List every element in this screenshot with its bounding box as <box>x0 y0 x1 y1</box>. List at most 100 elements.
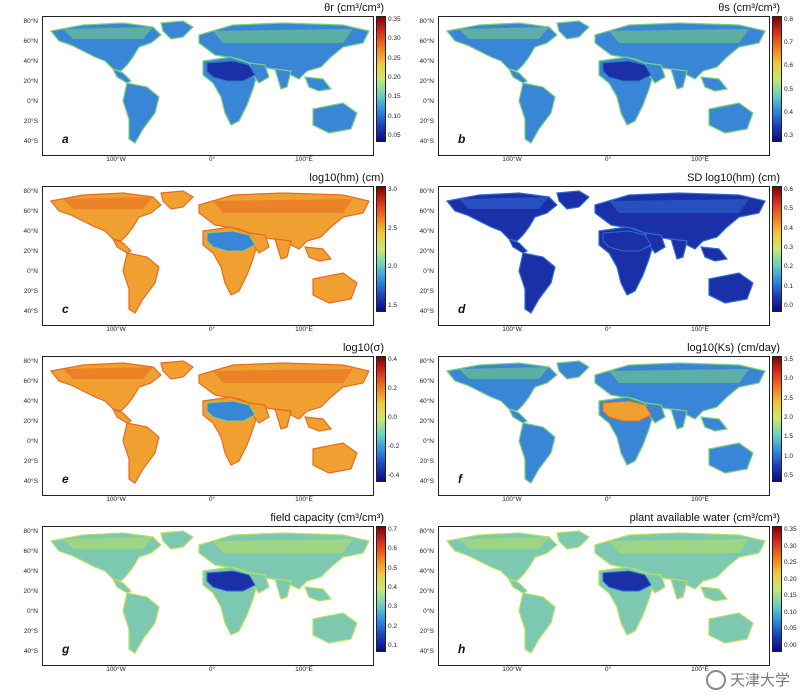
landmass-greenland <box>160 530 194 550</box>
longitude-label: 0° <box>208 326 216 333</box>
latitude-label: 40°S <box>419 478 434 485</box>
landmass-southAmerica <box>122 252 160 314</box>
landmass-india <box>670 238 688 260</box>
world-map <box>49 530 370 654</box>
map-frame <box>438 186 770 326</box>
colorbar-tick-label: 0.1 <box>388 642 398 649</box>
colorbar-tick-label: 0.8 <box>784 16 794 23</box>
panel-letter: f <box>458 472 462 486</box>
landmass-australia <box>708 102 754 134</box>
colorbar-tick-label: 0.5 <box>388 564 398 572</box>
landmass-india <box>670 408 688 430</box>
latitude-label: 20°S <box>419 118 434 125</box>
colorbar <box>376 16 386 142</box>
latitude-label: 20°S <box>23 118 38 125</box>
sahara-region <box>602 60 652 82</box>
landmass-seAsia <box>700 246 729 262</box>
landmass-greenland <box>556 20 590 40</box>
map-panel-g: field capacity (cm³/cm³) 80°N 60°N 40°N 20°N… <box>8 512 400 682</box>
landmass-greenland <box>160 20 194 40</box>
colorbar-tick-label: 0.7 <box>388 526 398 533</box>
latitude-label: 40°S <box>23 308 38 315</box>
landmass-southAmerica <box>518 252 556 314</box>
landmass-australia <box>312 442 358 474</box>
latitude-label: 60°N <box>23 38 38 45</box>
latitude-label: 20°S <box>419 628 434 635</box>
latitude-label: 0°N <box>27 608 38 615</box>
colorbar-tick-label: 0.3 <box>784 132 794 139</box>
colorbar-tick-label: 0.05 <box>784 625 797 633</box>
colorbar-tick-label: 0.0 <box>784 302 794 309</box>
colorbar-tick-label: 0.5 <box>784 85 794 93</box>
colorbar-tick-label: 0.15 <box>388 93 401 101</box>
map-panel-h: plant available water (cm³/cm³) 80°N 60°N 4… <box>404 512 796 682</box>
colorbar-tick-label: 0.35 <box>388 16 401 23</box>
colorbar <box>376 356 386 482</box>
latitude-label: 40°N <box>23 398 38 405</box>
landmass-australia <box>312 272 358 304</box>
colorbar-tick-label: 0.6 <box>388 545 398 553</box>
latitude-label: 40°S <box>419 138 434 145</box>
latitude-label: 40°S <box>419 308 434 315</box>
colorbar-tick-label: 0.5 <box>784 205 794 213</box>
panel-title: log10(σ) <box>342 342 384 354</box>
panel-title: θr (cm³/cm³) <box>324 2 384 14</box>
landmass-centralAmerica <box>507 577 529 594</box>
latitude-label: 80°N <box>23 358 38 365</box>
latitude-label: 20°S <box>23 628 38 635</box>
landmass-greenland <box>160 360 194 380</box>
latitude-label: 0°N <box>423 98 434 105</box>
latitude-label: 80°N <box>419 528 434 535</box>
latitude-label: 40°N <box>419 228 434 235</box>
landmass-seAsia <box>304 586 333 602</box>
colorbar-tick-label: 0.30 <box>388 35 401 43</box>
colorbar-tick-label: 2.0 <box>388 263 398 271</box>
latitude-label: 20°N <box>419 78 434 85</box>
colorbar-tick-label: 0.1 <box>784 282 794 290</box>
world-map <box>445 20 766 144</box>
landmass-seAsia <box>700 416 729 432</box>
landmass-southAmerica <box>122 82 160 144</box>
colorbar-tick-label: 0.20 <box>388 74 401 81</box>
panel-letter: h <box>458 642 466 656</box>
latitude-label: 0°N <box>423 608 434 615</box>
latitude-label: 40°S <box>23 648 38 655</box>
colorbar-tick-label: 2.5 <box>388 224 398 232</box>
latitude-label: 80°N <box>23 528 38 535</box>
longitude-label: 0° <box>208 666 216 673</box>
world-map <box>49 360 370 484</box>
colorbar-tick-label: 0.4 <box>784 108 794 116</box>
latitude-label: 80°N <box>23 18 38 25</box>
colorbar-tick-label: 1.5 <box>388 302 398 309</box>
landmass-india <box>274 408 292 430</box>
longitude-label: 100°W <box>502 326 522 333</box>
latitude-label: 20°N <box>419 588 434 595</box>
colorbar-tick-label: 0.5 <box>784 472 794 479</box>
landmass-centralAmerica <box>507 237 529 254</box>
latitude-label: 20°S <box>23 288 38 295</box>
map-panel-a: θr (cm³/cm³) 80°N 60°N 40°N 20°N 0°N 20°S 40°S 1… <box>8 2 400 172</box>
colorbar-tick-label: 0.00 <box>784 642 797 649</box>
latitude-label: 0°N <box>27 98 38 105</box>
longitude-label: 0° <box>604 156 612 163</box>
latitude-label: 20°S <box>419 458 434 465</box>
high-latitude-band <box>63 537 353 553</box>
latitude-label: 60°N <box>419 38 434 45</box>
landmass-greenland <box>556 190 590 210</box>
colorbar-tick-label: 1.5 <box>784 433 794 441</box>
landmass-greenland <box>556 530 590 550</box>
high-latitude-band <box>459 367 749 383</box>
high-latitude-band <box>459 537 749 553</box>
world-map <box>445 360 766 484</box>
landmass-southAmerica <box>122 422 160 484</box>
colorbar-tick-label: 0.4 <box>784 224 794 232</box>
colorbar-tick-label: 0.3 <box>784 244 794 251</box>
colorbar-tick-label: 0.20 <box>784 575 797 583</box>
latitude-label: 40°N <box>23 228 38 235</box>
panel-title: plant available water (cm³/cm³) <box>629 512 780 524</box>
colorbar-tick-label: 0.10 <box>784 608 797 616</box>
colorbar <box>376 526 386 652</box>
landmass-australia <box>708 442 754 474</box>
landmass-southAmerica <box>518 422 556 484</box>
panel-title: SD log10(hm) (cm) <box>687 172 780 184</box>
